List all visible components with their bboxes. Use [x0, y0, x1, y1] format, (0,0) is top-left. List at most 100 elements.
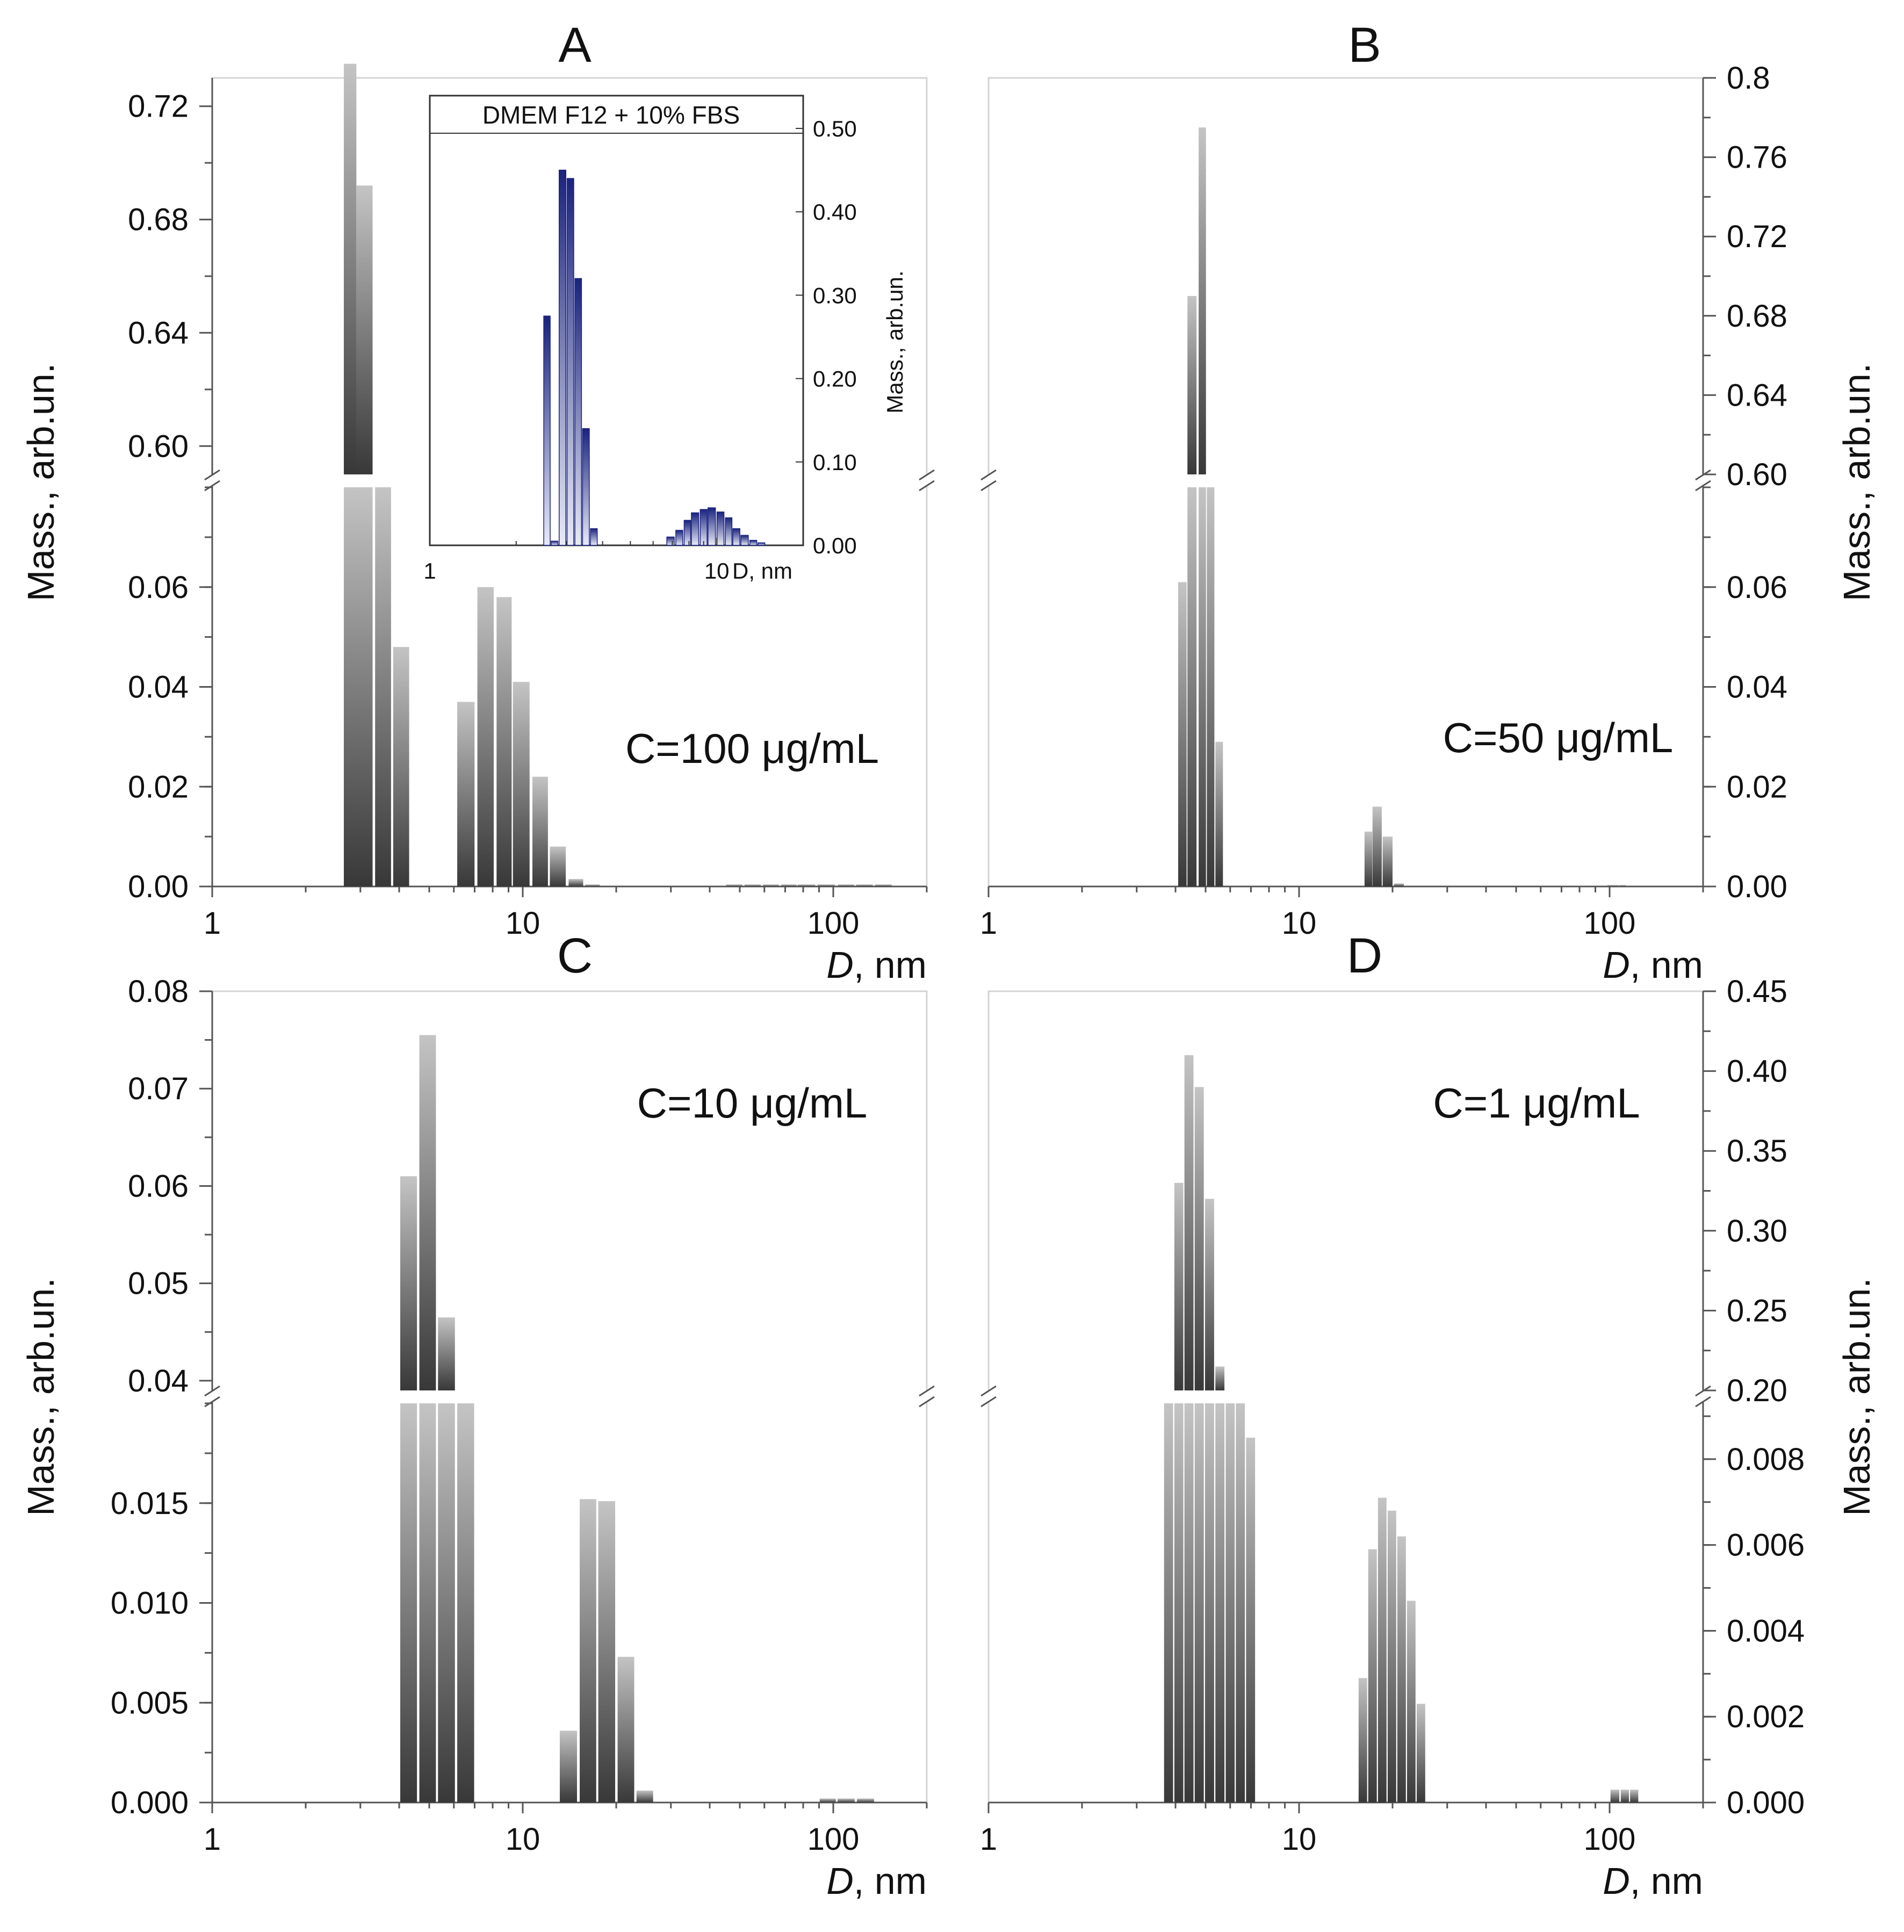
- inset-bar: [559, 169, 567, 546]
- x-axis-unit: , nm: [1630, 1860, 1703, 1902]
- bar: [532, 776, 548, 886]
- inset-bar: [758, 542, 766, 546]
- y-tick-label: 0.000: [1727, 1785, 1805, 1820]
- bar: [1382, 837, 1393, 886]
- axis-break-gap: [977, 475, 1000, 486]
- bar: [819, 1798, 836, 1803]
- y-tick-label: 0.72: [128, 89, 189, 124]
- y-tick-label: 0.06: [1727, 570, 1787, 605]
- inset-title: DMEM F12 + 10% FBS: [482, 101, 740, 129]
- x-tick-label: 10: [1282, 906, 1317, 941]
- bar: [1215, 741, 1223, 886]
- y-axis-label: Mass., arb.un.: [20, 1278, 62, 1516]
- bar: [1205, 1403, 1214, 1803]
- axis-break-gap: [915, 1392, 939, 1402]
- x-tick-label: 1: [204, 906, 221, 941]
- concentration-label: C=10 μg/mL: [637, 1079, 868, 1127]
- y-tick-label: 0.02: [1727, 769, 1787, 804]
- y-tick-label: 0.72: [1727, 219, 1787, 254]
- inset-bar: [691, 512, 699, 546]
- axis-break-gap: [200, 1392, 224, 1402]
- bar: [375, 487, 391, 886]
- bar: [1611, 885, 1619, 886]
- inset-bar: [574, 278, 582, 546]
- bar: [1178, 582, 1187, 886]
- bar: [477, 587, 494, 886]
- bar: [856, 884, 873, 886]
- y-tick-label: 0.002: [1727, 1699, 1805, 1734]
- concentration-label: C=50 μg/mL: [1443, 714, 1674, 761]
- bar: [1207, 487, 1215, 886]
- bar: [1236, 1403, 1245, 1803]
- bar: [617, 1656, 634, 1803]
- inset-x-tick-label: 1: [423, 558, 436, 583]
- y-tick-label: 0.60: [1727, 457, 1787, 492]
- bar: [1397, 1536, 1406, 1803]
- x-axis-label: D, nm: [1603, 1860, 1703, 1902]
- x-tick-label: 10: [506, 1822, 540, 1857]
- bar-upper: [1194, 1087, 1204, 1390]
- bar: [763, 884, 779, 886]
- bar: [797, 884, 816, 886]
- inset-bar: [675, 530, 683, 546]
- inset-y-tick-label: 0.10: [813, 450, 857, 475]
- bar: [1184, 1403, 1194, 1803]
- y-tick-label: 0.05: [128, 1266, 189, 1301]
- inset-y-tick-label: 0.00: [813, 533, 857, 558]
- bar: [457, 702, 475, 886]
- bar-upper: [343, 63, 357, 474]
- y-tick-label: 0.00: [1727, 869, 1787, 904]
- y-tick-label: 0.68: [128, 203, 189, 237]
- x-tick-label: 100: [807, 906, 860, 941]
- bar-upper: [1205, 1199, 1214, 1390]
- x-axis-var: D: [1603, 1860, 1630, 1902]
- bar: [568, 879, 583, 886]
- y-tick-label: 0.04: [128, 1364, 189, 1398]
- axis-break-mark: [1695, 469, 1711, 492]
- bar: [857, 1798, 874, 1803]
- y-tick-label: 0.20: [1727, 1373, 1787, 1408]
- bar: [1364, 831, 1373, 886]
- y-tick-label: 0.40: [1727, 1054, 1787, 1089]
- bar: [726, 884, 742, 886]
- axis-break-mark: [919, 1385, 935, 1408]
- y-axis-label: Mass., arb.un.: [1836, 363, 1878, 602]
- y-tick-label: 0.25: [1727, 1293, 1787, 1328]
- inset-bar: [566, 178, 574, 546]
- bar: [343, 487, 357, 886]
- x-axis-label: D, nm: [826, 1860, 927, 1902]
- inset-bar: [543, 315, 551, 546]
- bar: [1394, 883, 1404, 886]
- x-tick-label: 1: [980, 1822, 997, 1857]
- bar: [781, 884, 797, 886]
- axis-break-gap: [200, 475, 224, 486]
- bar-upper: [1215, 1366, 1225, 1390]
- y-tick-label: 0.000: [111, 1785, 189, 1820]
- y-tick-label: 0.64: [128, 315, 189, 350]
- bar: [393, 647, 409, 886]
- x-tick-label: 10: [506, 906, 540, 941]
- x-axis-var: D: [826, 944, 854, 986]
- axis-break-mark: [204, 1385, 220, 1408]
- x-axis-unit: , nm: [1630, 944, 1703, 986]
- inset-x-tick-label: 10: [704, 558, 730, 583]
- inset-y-tick-label: 0.40: [813, 199, 857, 225]
- x-axis-unit: , nm: [854, 944, 927, 986]
- inset-bar: [551, 540, 559, 546]
- bar: [1225, 1403, 1235, 1803]
- bar: [598, 1501, 616, 1803]
- y-tick-label: 0.006: [1727, 1528, 1805, 1563]
- panel-title: C: [557, 928, 593, 983]
- x-tick-label: 100: [1584, 906, 1636, 941]
- y-tick-label: 0.04: [128, 670, 189, 705]
- bar: [1164, 1403, 1173, 1803]
- bar: [457, 1403, 474, 1803]
- inset-y-tick-label: 0.20: [813, 366, 857, 392]
- axis-break-mark: [980, 469, 997, 492]
- axis-break-gap: [915, 475, 939, 486]
- axis-break-gap: [977, 1392, 1000, 1402]
- x-axis-unit: , nm: [854, 1860, 927, 1902]
- bar-upper: [1174, 1183, 1184, 1390]
- bar-upper: [1199, 127, 1206, 474]
